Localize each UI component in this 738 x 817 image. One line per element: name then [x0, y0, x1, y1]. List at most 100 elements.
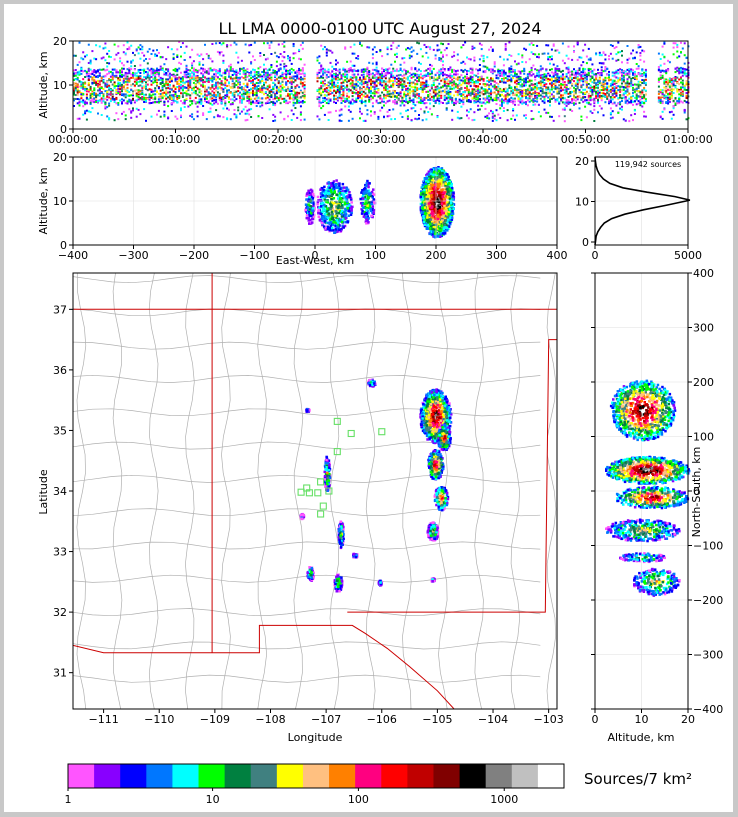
density-cell	[423, 98, 426, 101]
density-cell	[340, 77, 343, 80]
density-cell	[231, 69, 234, 72]
density-cell	[425, 90, 428, 93]
density-cell	[536, 94, 539, 97]
density-cell	[185, 73, 188, 76]
density-cell	[558, 101, 561, 104]
density-cell	[215, 89, 218, 92]
density-cell	[499, 69, 502, 72]
density-cell	[573, 80, 575, 83]
density-cell	[85, 109, 88, 112]
density-cell	[532, 100, 535, 103]
density-cell	[244, 43, 247, 46]
density-cell	[346, 92, 349, 95]
density-cell	[91, 90, 94, 93]
density-cell	[576, 85, 579, 88]
density-cell	[320, 64, 323, 67]
density-cell	[154, 87, 157, 90]
density-cell	[477, 86, 480, 89]
density-cell	[174, 94, 177, 97]
density-cell	[139, 80, 142, 83]
density-cell	[388, 79, 391, 82]
density-cell	[220, 101, 223, 104]
density-cell	[242, 82, 245, 85]
density-cell	[246, 83, 249, 86]
density-cell	[576, 98, 579, 101]
density-cell	[220, 43, 223, 46]
density-cell	[106, 83, 109, 86]
density-cell	[416, 80, 419, 83]
density-cell	[499, 107, 502, 110]
density-cell	[484, 92, 487, 95]
density-cell	[235, 71, 238, 74]
density-cell	[499, 72, 502, 75]
density-cell	[189, 114, 192, 117]
density-cell	[323, 97, 326, 99]
density-cell	[394, 69, 396, 72]
density-cell	[143, 93, 146, 96]
density-cell	[514, 86, 516, 89]
density-cell	[552, 95, 555, 98]
density-cell	[333, 78, 336, 81]
density-cell	[549, 88, 551, 91]
density-cell	[180, 71, 182, 74]
density-cell	[447, 80, 450, 83]
density-cell	[584, 92, 587, 95]
density-cell	[189, 72, 192, 75]
density-cell	[464, 91, 467, 94]
density-cell	[502, 81, 505, 84]
density-cell	[344, 46, 347, 49]
density-cell	[74, 98, 77, 100]
density-cell	[132, 71, 134, 74]
density-cell	[360, 70, 363, 73]
density-cell	[224, 97, 227, 99]
density-cell	[454, 77, 457, 80]
density-cell	[211, 94, 214, 97]
density-cell	[392, 81, 395, 84]
density-cell	[226, 45, 229, 48]
density-cell	[541, 52, 544, 55]
density-cell	[434, 74, 437, 77]
density-cell	[506, 75, 509, 78]
density-cell	[298, 73, 301, 76]
density-cell	[73, 78, 75, 81]
density-cell	[145, 88, 147, 90]
density-cell	[143, 80, 146, 82]
density-cell	[74, 82, 77, 85]
density-cell	[76, 78, 79, 81]
density-cell	[137, 75, 140, 78]
density-cell	[135, 72, 138, 75]
density-cell	[429, 89, 432, 92]
density-cell	[508, 100, 511, 103]
density-cell	[362, 70, 365, 73]
density-cell	[462, 44, 465, 46]
density-cell	[255, 102, 258, 104]
density-cell	[406, 92, 409, 95]
density-cell	[419, 84, 422, 86]
density-cell	[526, 89, 529, 92]
density-cell	[567, 66, 570, 69]
density-cell	[578, 95, 581, 98]
density-cell	[178, 95, 181, 97]
density-cell	[237, 109, 240, 112]
density-cell	[102, 100, 105, 103]
density-cell	[325, 75, 328, 78]
density-cell	[360, 69, 363, 72]
density-cell	[514, 75, 516, 77]
density-cell	[589, 70, 592, 73]
density-cell	[519, 101, 522, 104]
density-cell	[89, 68, 92, 71]
density-cell	[80, 72, 83, 75]
density-cell	[584, 99, 587, 102]
density-cell	[157, 95, 160, 98]
density-cell	[576, 78, 579, 81]
density-cell	[255, 92, 258, 95]
density-cell	[368, 70, 371, 72]
density-cell	[287, 94, 289, 97]
density-cell	[82, 99, 85, 102]
density-cell	[250, 80, 253, 83]
density-cell	[412, 72, 415, 75]
density-cell	[342, 85, 345, 87]
density-cell	[74, 89, 77, 92]
density-cell	[418, 77, 420, 80]
density-cell	[360, 99, 363, 102]
